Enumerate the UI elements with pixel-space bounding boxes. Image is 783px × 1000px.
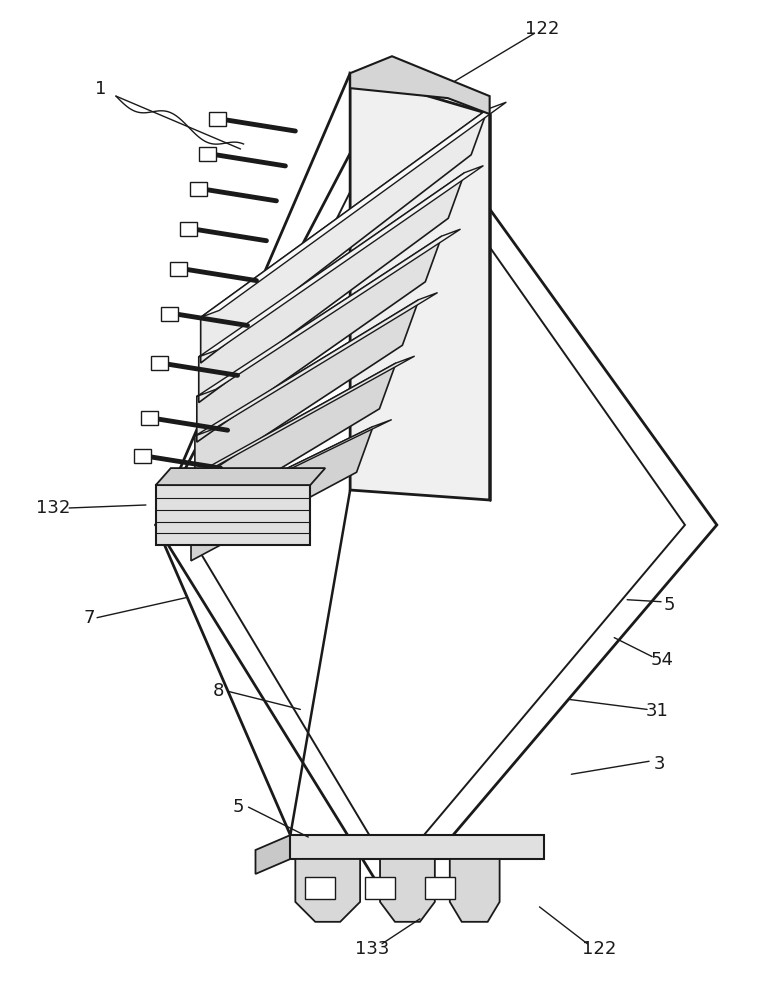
Polygon shape (197, 236, 442, 442)
Text: 122: 122 (582, 940, 616, 958)
Text: 5: 5 (233, 798, 244, 816)
Polygon shape (193, 356, 415, 476)
Polygon shape (199, 166, 483, 357)
Polygon shape (195, 300, 419, 482)
Polygon shape (449, 859, 500, 922)
Polygon shape (255, 835, 290, 874)
Polygon shape (161, 307, 178, 320)
Polygon shape (425, 877, 455, 899)
Text: 1: 1 (96, 80, 106, 98)
Polygon shape (195, 293, 438, 436)
Polygon shape (197, 229, 460, 396)
Polygon shape (184, 108, 685, 873)
Polygon shape (200, 109, 488, 363)
Polygon shape (193, 363, 396, 521)
Text: 133: 133 (355, 940, 389, 958)
Text: 54: 54 (651, 651, 673, 669)
Polygon shape (200, 102, 507, 317)
Polygon shape (191, 420, 392, 515)
Polygon shape (156, 73, 717, 907)
Polygon shape (290, 835, 544, 859)
Polygon shape (199, 173, 465, 403)
Polygon shape (134, 449, 151, 463)
Text: 31: 31 (646, 702, 669, 720)
Polygon shape (199, 147, 215, 161)
Polygon shape (151, 356, 168, 370)
Polygon shape (141, 411, 158, 425)
Polygon shape (350, 56, 489, 114)
Polygon shape (156, 485, 310, 545)
Text: 8: 8 (213, 682, 224, 700)
Polygon shape (191, 427, 373, 561)
Text: 3: 3 (653, 755, 665, 773)
Polygon shape (305, 877, 335, 899)
Polygon shape (208, 112, 226, 126)
Polygon shape (380, 859, 435, 922)
Polygon shape (156, 468, 325, 485)
Polygon shape (180, 222, 197, 236)
Text: 7: 7 (83, 609, 95, 627)
Text: 132: 132 (36, 499, 70, 517)
Text: 122: 122 (525, 20, 560, 38)
Polygon shape (295, 859, 360, 922)
Polygon shape (170, 262, 186, 276)
Polygon shape (365, 877, 395, 899)
Polygon shape (189, 182, 207, 196)
Text: 5: 5 (663, 596, 675, 614)
Polygon shape (350, 73, 489, 500)
